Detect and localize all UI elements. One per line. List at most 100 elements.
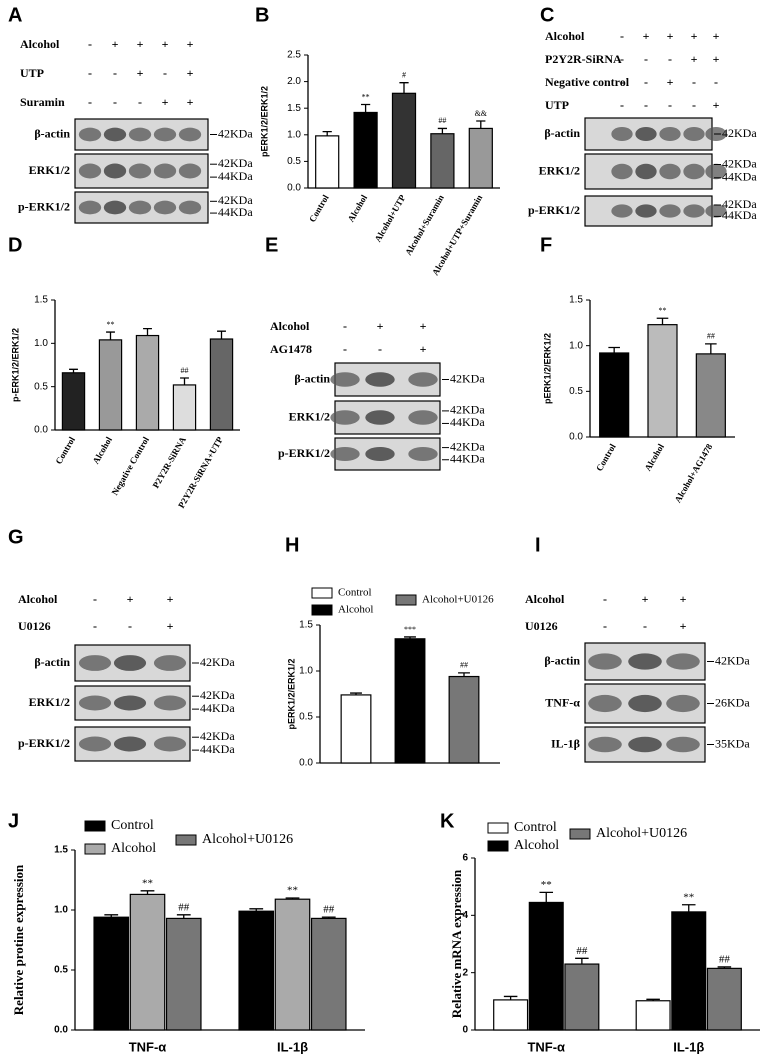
significance-label: ***	[404, 625, 416, 634]
error-bar	[321, 916, 336, 919]
condition-sign: +	[713, 98, 720, 112]
blot-band	[78, 695, 112, 711]
blot-band	[113, 655, 147, 671]
blot-band	[408, 446, 438, 462]
condition-sign: +	[187, 37, 194, 51]
blot-band	[178, 200, 202, 215]
blot-band	[365, 410, 395, 425]
bar	[706, 967, 742, 1031]
condition-sign: -	[603, 619, 607, 633]
blot-band	[103, 127, 127, 142]
error-bar	[285, 897, 300, 900]
blot-band	[408, 410, 438, 425]
marker-label: 44KDa	[200, 701, 235, 715]
condition-sign: +	[162, 95, 169, 109]
blot-band	[113, 736, 147, 752]
error-bar	[646, 998, 660, 1001]
bar	[695, 353, 726, 438]
error-bar	[539, 891, 554, 903]
condition-sign: -	[163, 66, 167, 80]
legend-swatch	[311, 604, 333, 616]
blot-band	[365, 372, 395, 387]
blot-band	[659, 163, 681, 180]
bar	[430, 133, 455, 189]
blot-band	[588, 653, 622, 670]
error-bar	[104, 914, 119, 918]
blot-band	[635, 204, 657, 218]
x-tick-label: Alcohol	[91, 435, 115, 466]
significance-label: **	[362, 92, 370, 101]
blot-band	[330, 446, 360, 462]
significance-label: **	[659, 306, 667, 315]
x-tick-label: Alcohol+UTP	[373, 193, 408, 244]
error-bar	[717, 966, 732, 969]
band-label: p-ERK1/2	[528, 203, 580, 217]
condition-sign: +	[420, 319, 427, 333]
bar	[599, 352, 630, 438]
band-label: ERK1/2	[539, 163, 580, 177]
marker-label: 42KDa	[218, 126, 253, 140]
band-label: ERK1/2	[29, 695, 70, 709]
condition-sign: +	[187, 66, 194, 80]
condition-sign: -	[113, 66, 117, 80]
blot-band	[705, 204, 727, 218]
band-label: β-actin	[544, 653, 580, 667]
condition-label: Suramin	[20, 95, 65, 109]
y-tick-label: 0.5	[569, 386, 583, 397]
blot-band	[330, 372, 360, 387]
legend-label: Control	[514, 820, 557, 835]
error-bar	[681, 904, 696, 912]
bar	[61, 372, 86, 431]
marker-label: 42KDa	[200, 655, 235, 669]
error-bar	[476, 120, 486, 129]
condition-sign: +	[667, 29, 674, 43]
legend-label: Alcohol+U0126	[422, 594, 494, 606]
bar	[238, 910, 275, 1031]
blot-band	[78, 163, 102, 179]
significance-label: ##	[576, 945, 588, 957]
y-tick-label: 0	[462, 1025, 468, 1036]
panel-label: B	[255, 4, 269, 26]
condition-sign: -	[88, 66, 92, 80]
legend-swatch	[175, 834, 197, 846]
bar	[172, 384, 197, 431]
error-bar	[656, 317, 669, 325]
error-bar	[143, 327, 152, 336]
error-bar	[140, 890, 155, 895]
error-bar	[106, 331, 115, 340]
bar	[671, 911, 707, 1031]
blot-band	[628, 736, 662, 753]
marker-label: 42KDa	[200, 729, 235, 743]
blot-band	[611, 163, 633, 180]
legend-swatch	[84, 843, 106, 855]
blot-band	[588, 694, 622, 713]
blot-band	[611, 126, 633, 142]
condition-sign: -	[603, 592, 607, 606]
condition-label: AG1478	[270, 342, 312, 356]
marker-label: 42KDa	[722, 156, 757, 170]
bar	[165, 917, 202, 1031]
condition-sign: +	[162, 37, 169, 51]
band-label: β-actin	[34, 126, 70, 140]
marker-label: 42KDa	[450, 403, 485, 417]
condition-label: Alcohol	[525, 592, 565, 606]
blot-band	[78, 655, 112, 671]
blot-band	[128, 200, 152, 215]
condition-sign: -	[128, 619, 132, 633]
y-axis-label: Relative protine expression	[11, 864, 26, 1015]
condition-sign: +	[713, 29, 720, 43]
legend-swatch	[569, 828, 591, 840]
panel-label: K	[440, 810, 455, 832]
bar	[353, 111, 378, 189]
blot-band	[666, 653, 700, 670]
panel-label: D	[8, 234, 22, 256]
marker-label: 35KDa	[715, 736, 750, 750]
condition-label: Alcohol	[20, 37, 60, 51]
legend-label: Alcohol+U0126	[596, 826, 687, 841]
condition-label: U0126	[18, 619, 51, 633]
y-axis-label: pERK1/2/ERK1/2	[286, 658, 296, 729]
condition-sign: -	[692, 75, 696, 89]
condition-sign: -	[620, 52, 624, 66]
condition-sign: -	[93, 592, 97, 606]
significance-label: **	[107, 320, 115, 329]
